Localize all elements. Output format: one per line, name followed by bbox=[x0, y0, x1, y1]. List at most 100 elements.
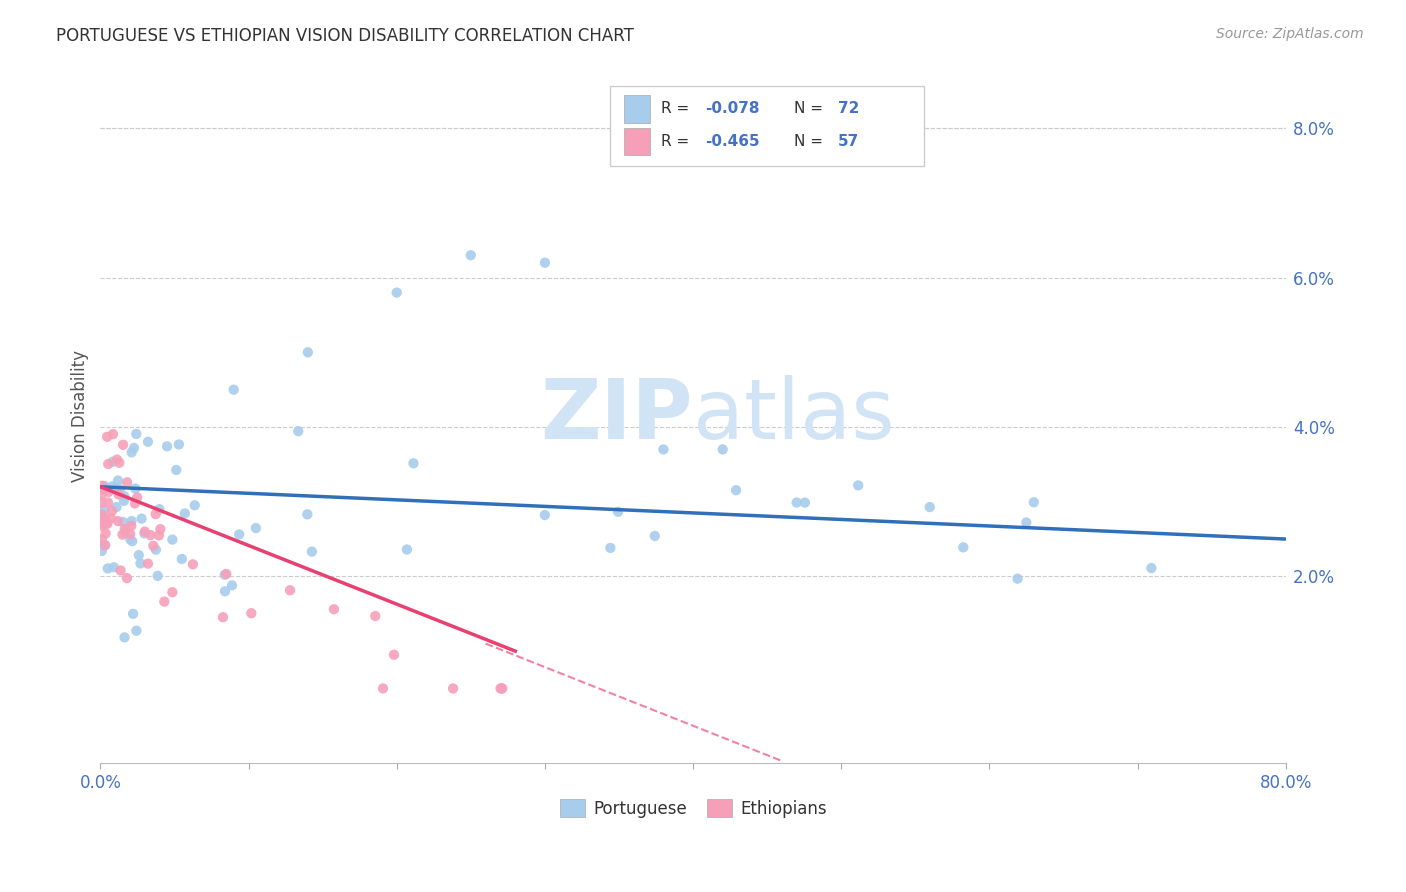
Point bbox=[460, 248, 482, 262]
Text: N =: N = bbox=[794, 134, 828, 149]
Text: 57: 57 bbox=[838, 134, 859, 149]
Point bbox=[120, 527, 142, 541]
Point bbox=[134, 526, 156, 541]
Point bbox=[90, 544, 112, 558]
Point bbox=[382, 648, 405, 662]
Point bbox=[97, 495, 120, 509]
Point bbox=[125, 624, 148, 638]
Legend: Portuguese, Ethiopians: Portuguese, Ethiopians bbox=[553, 793, 834, 824]
Point bbox=[162, 533, 184, 547]
Point bbox=[105, 500, 128, 514]
Point bbox=[599, 541, 621, 555]
Point bbox=[114, 522, 136, 536]
FancyBboxPatch shape bbox=[624, 95, 651, 123]
Point bbox=[121, 445, 143, 459]
Point bbox=[127, 491, 149, 505]
Point bbox=[94, 516, 117, 531]
Point bbox=[93, 503, 115, 517]
Point bbox=[221, 578, 243, 592]
Point bbox=[156, 439, 179, 453]
Point bbox=[214, 567, 236, 582]
Point bbox=[111, 527, 134, 541]
Point bbox=[93, 538, 115, 552]
Point bbox=[162, 585, 184, 599]
Point bbox=[364, 609, 387, 624]
Point bbox=[121, 514, 143, 528]
Point bbox=[952, 541, 974, 555]
Point bbox=[125, 426, 148, 441]
Point bbox=[491, 681, 513, 696]
Point bbox=[90, 496, 112, 510]
Text: Source: ZipAtlas.com: Source: ZipAtlas.com bbox=[1216, 27, 1364, 41]
Point bbox=[725, 483, 748, 498]
Point bbox=[607, 505, 630, 519]
Point bbox=[245, 521, 267, 535]
Point bbox=[90, 508, 112, 522]
Point bbox=[402, 456, 425, 470]
Point bbox=[93, 479, 115, 493]
Point bbox=[212, 610, 235, 624]
Text: ZIP: ZIP bbox=[540, 376, 693, 457]
Point bbox=[297, 508, 319, 522]
Point bbox=[115, 571, 138, 585]
FancyBboxPatch shape bbox=[624, 128, 651, 155]
Point bbox=[287, 424, 309, 438]
Point bbox=[711, 442, 734, 457]
Point bbox=[786, 495, 808, 509]
Point bbox=[112, 489, 135, 503]
Point bbox=[124, 496, 146, 510]
Point bbox=[96, 516, 118, 530]
Text: atlas: atlas bbox=[693, 376, 894, 457]
Point bbox=[122, 607, 145, 621]
Point bbox=[90, 516, 112, 530]
Point bbox=[441, 681, 464, 696]
Point bbox=[121, 534, 143, 549]
Text: -0.465: -0.465 bbox=[704, 134, 759, 149]
Point bbox=[278, 583, 301, 598]
Text: N =: N = bbox=[794, 102, 828, 116]
Point bbox=[297, 345, 319, 359]
Point bbox=[114, 631, 136, 645]
Point bbox=[1022, 495, 1045, 509]
Text: 72: 72 bbox=[838, 102, 859, 116]
Point bbox=[94, 526, 117, 541]
Point bbox=[371, 681, 394, 696]
Point bbox=[120, 519, 142, 533]
Point bbox=[97, 484, 120, 499]
Point bbox=[146, 569, 169, 583]
Point bbox=[323, 602, 346, 616]
Point bbox=[167, 437, 190, 451]
Point bbox=[918, 500, 941, 514]
Point bbox=[534, 508, 557, 522]
Point bbox=[101, 504, 124, 518]
Text: R =: R = bbox=[661, 102, 695, 116]
Point bbox=[142, 539, 165, 553]
Point bbox=[153, 594, 176, 608]
Point bbox=[110, 564, 132, 578]
Point bbox=[90, 487, 112, 501]
Point bbox=[108, 483, 131, 497]
Point bbox=[120, 533, 142, 547]
Point bbox=[491, 681, 513, 696]
Point bbox=[644, 529, 666, 543]
Y-axis label: Vision Disability: Vision Disability bbox=[72, 350, 89, 482]
Point bbox=[228, 527, 250, 541]
Point bbox=[793, 495, 815, 509]
Point bbox=[129, 557, 152, 571]
Point bbox=[165, 463, 187, 477]
Point bbox=[103, 560, 125, 574]
Point bbox=[124, 482, 146, 496]
Point bbox=[100, 511, 122, 525]
Point bbox=[94, 538, 117, 552]
Point bbox=[97, 457, 120, 471]
Point bbox=[105, 482, 128, 496]
Point bbox=[107, 474, 129, 488]
Point bbox=[101, 479, 124, 493]
Point bbox=[145, 542, 167, 557]
Point bbox=[90, 478, 112, 492]
Point bbox=[301, 544, 323, 558]
Point bbox=[96, 516, 118, 531]
Point bbox=[395, 542, 418, 557]
Point bbox=[101, 455, 124, 469]
Point bbox=[101, 427, 124, 442]
